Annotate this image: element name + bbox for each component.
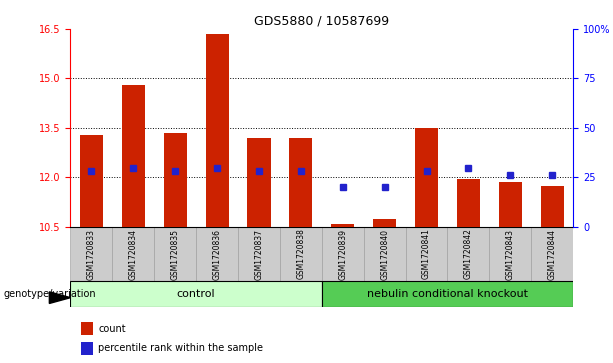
Bar [457, 179, 480, 227]
Text: genotype/variation: genotype/variation [3, 289, 96, 299]
Bar [331, 224, 354, 227]
Text: GSM1720841: GSM1720841 [422, 229, 431, 280]
Bar [154, 227, 196, 281]
Bar [248, 138, 270, 227]
Bar [415, 128, 438, 227]
Bar [238, 227, 280, 281]
Text: GSM1720840: GSM1720840 [380, 229, 389, 280]
Bar [322, 227, 364, 281]
Bar [364, 227, 406, 281]
Text: GSM1720837: GSM1720837 [254, 229, 264, 280]
Bar [322, 281, 573, 307]
Bar [164, 133, 187, 227]
Text: GSM1720842: GSM1720842 [464, 229, 473, 280]
Bar [70, 227, 112, 281]
Polygon shape [49, 292, 70, 303]
Bar [289, 138, 313, 227]
Title: GDS5880 / 10587699: GDS5880 / 10587699 [254, 15, 389, 28]
Bar [196, 227, 238, 281]
Text: GSM1720834: GSM1720834 [129, 229, 138, 280]
Bar [406, 227, 447, 281]
Text: GSM1720839: GSM1720839 [338, 229, 348, 280]
Text: GSM1720833: GSM1720833 [87, 229, 96, 280]
Bar [499, 182, 522, 227]
Text: count: count [98, 324, 126, 334]
Text: GSM1720835: GSM1720835 [170, 229, 180, 280]
Text: GSM1720836: GSM1720836 [213, 229, 222, 280]
Bar [447, 227, 489, 281]
Bar [70, 281, 322, 307]
Text: GSM1720843: GSM1720843 [506, 229, 515, 280]
Bar [541, 185, 564, 227]
Bar [280, 227, 322, 281]
Bar [531, 227, 573, 281]
Text: GSM1720838: GSM1720838 [296, 229, 305, 280]
Text: control: control [177, 289, 216, 299]
Text: GSM1720844: GSM1720844 [547, 229, 557, 280]
Bar [80, 342, 93, 355]
Text: nebulin conditional knockout: nebulin conditional knockout [367, 289, 528, 299]
Bar [80, 135, 103, 227]
Bar [80, 322, 93, 335]
Bar [122, 85, 145, 227]
Bar [205, 34, 229, 227]
Bar [489, 227, 531, 281]
Bar [112, 227, 154, 281]
Text: percentile rank within the sample: percentile rank within the sample [98, 343, 263, 354]
Bar [373, 219, 396, 227]
